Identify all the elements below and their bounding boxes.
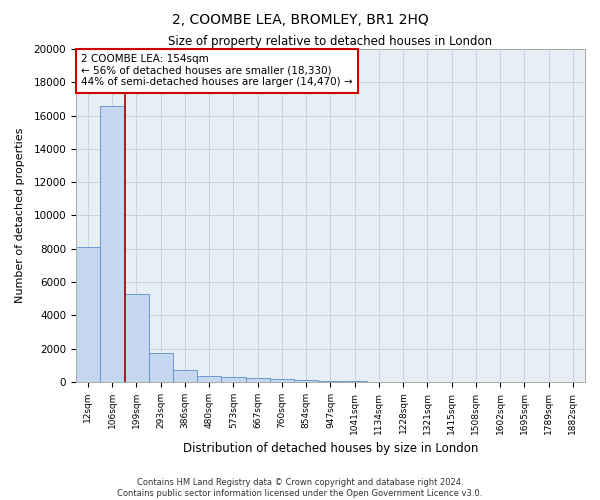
Bar — [221, 378, 245, 382]
Bar — [100, 106, 124, 382]
Y-axis label: Number of detached properties: Number of detached properties — [15, 128, 25, 303]
Bar — [245, 378, 270, 382]
Bar — [124, 294, 149, 382]
Text: Contains HM Land Registry data © Crown copyright and database right 2024.
Contai: Contains HM Land Registry data © Crown c… — [118, 478, 482, 498]
Text: 2, COOMBE LEA, BROMLEY, BR1 2HQ: 2, COOMBE LEA, BROMLEY, BR1 2HQ — [172, 12, 428, 26]
Bar — [173, 370, 197, 382]
Bar — [318, 381, 343, 382]
X-axis label: Distribution of detached houses by size in London: Distribution of detached houses by size … — [183, 442, 478, 455]
Bar — [270, 380, 294, 382]
Text: 2 COOMBE LEA: 154sqm
← 56% of detached houses are smaller (18,330)
44% of semi-d: 2 COOMBE LEA: 154sqm ← 56% of detached h… — [81, 54, 353, 88]
Title: Size of property relative to detached houses in London: Size of property relative to detached ho… — [169, 35, 493, 48]
Bar — [294, 380, 318, 382]
Bar — [149, 352, 173, 382]
Bar — [76, 247, 100, 382]
Bar — [197, 376, 221, 382]
